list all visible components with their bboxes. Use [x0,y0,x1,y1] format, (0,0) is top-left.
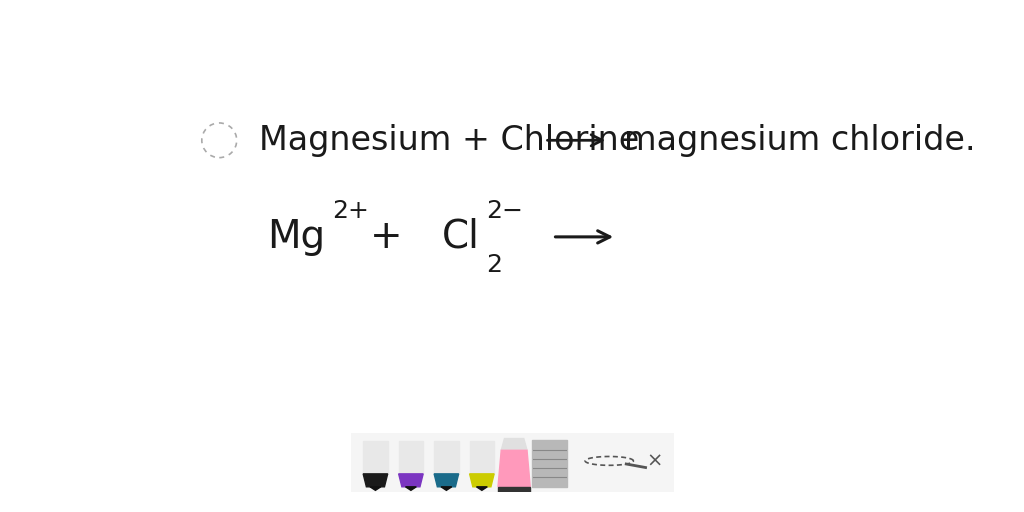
Polygon shape [370,487,381,490]
Polygon shape [441,487,452,490]
Text: 2: 2 [486,253,502,278]
Text: ×: × [646,452,663,471]
Polygon shape [398,474,423,487]
Polygon shape [434,441,459,474]
Text: 2−: 2− [486,199,523,223]
Polygon shape [364,441,388,474]
Text: Mg: Mg [267,218,325,256]
Text: +: + [370,218,402,256]
Polygon shape [476,487,487,490]
Polygon shape [406,487,417,490]
Text: ▼: ▼ [520,446,529,456]
Bar [498,487,530,492]
Polygon shape [470,441,495,474]
Polygon shape [498,451,530,487]
Polygon shape [531,440,567,487]
Text: magnesium chloride.: magnesium chloride. [624,124,976,157]
Polygon shape [398,441,423,474]
Polygon shape [434,474,459,487]
Text: 2+: 2+ [332,199,369,223]
Polygon shape [501,438,527,451]
Polygon shape [364,474,388,487]
Text: Cl: Cl [441,218,479,256]
Text: Magnesium + Chlorine: Magnesium + Chlorine [259,124,639,157]
Polygon shape [470,474,495,487]
